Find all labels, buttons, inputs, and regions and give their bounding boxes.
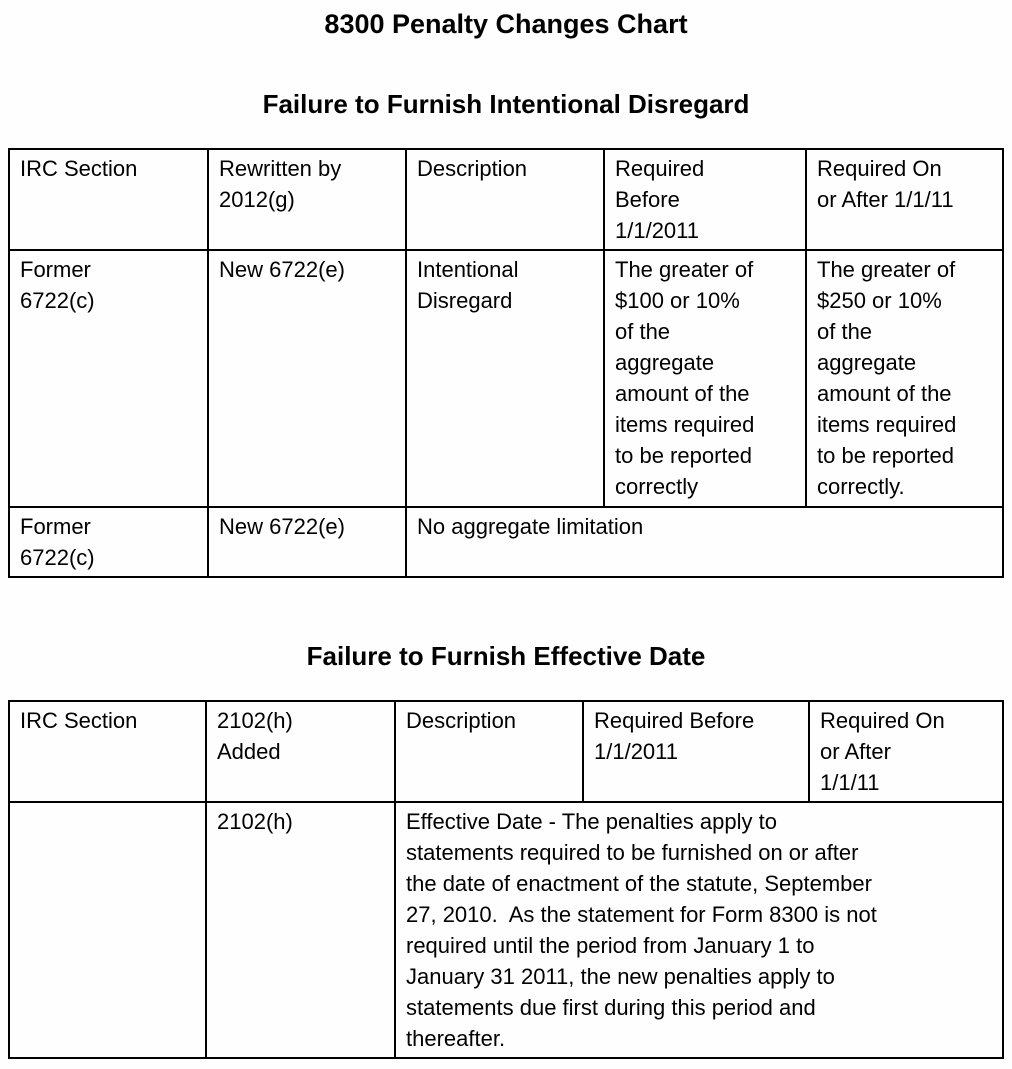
table-cell-rewritten-by: New 6722(e) (207, 506, 407, 578)
column-header-required-before: Required Before 1/1/2011 (603, 148, 807, 251)
section-heading-intentional-disregard: Failure to Furnish Intentional Disregard (262, 89, 750, 119)
table-row: Former 6722(c) New 6722(e) No aggregate … (8, 506, 1004, 578)
table-cell-rewritten-by: New 6722(e) (207, 249, 407, 508)
table-header-row: IRC Section Rewritten by 2012(g) Descrip… (8, 148, 1004, 251)
table-cell-required-before: The greater of $100 or 10% of the aggreg… (603, 249, 807, 508)
column-header-required-after: Required On or After 1/1/11 (805, 148, 1004, 251)
column-header-irc-section: IRC Section (8, 700, 207, 803)
column-header-description: Description (394, 700, 584, 803)
column-header-required-after: Required On or After 1/1/11 (808, 700, 1004, 803)
table-row: Former 6722(c) New 6722(e) Intentional D… (8, 249, 1004, 508)
column-header-rewritten-by: Rewritten by 2012(g) (207, 148, 407, 251)
table-cell-irc-section: Former 6722(c) (8, 506, 209, 578)
table-cell-2102h: 2102(h) (205, 801, 396, 1059)
column-header-required-before: Required Before 1/1/2011 (582, 700, 810, 803)
column-header-irc-section: IRC Section (8, 148, 209, 251)
section-heading-effective-date: Failure to Furnish Effective Date (306, 641, 706, 671)
column-header-description: Description (405, 148, 605, 251)
column-header-2102h-added: 2102(h) Added (205, 700, 396, 803)
table-cell-required-after: The greater of $250 or 10% of the aggreg… (805, 249, 1004, 508)
effective-date-table: IRC Section 2102(h) Added Description Re… (8, 700, 1004, 1059)
table-cell-no-aggregate-limitation: No aggregate limitation (405, 506, 1004, 578)
table-cell-effective-date-text: Effective Date - The penalties apply to … (394, 801, 1004, 1059)
table-row: 2102(h) Effective Date - The penalties a… (8, 801, 1004, 1059)
intentional-disregard-table: IRC Section Rewritten by 2012(g) Descrip… (8, 148, 1004, 578)
page-title: 8300 Penalty Changes Chart (324, 9, 688, 39)
table-cell-irc-section-empty (8, 801, 207, 1059)
table-cell-irc-section: Former 6722(c) (8, 249, 209, 508)
table-cell-description: Intentional Disregard (405, 249, 605, 508)
table-header-row: IRC Section 2102(h) Added Description Re… (8, 700, 1004, 803)
